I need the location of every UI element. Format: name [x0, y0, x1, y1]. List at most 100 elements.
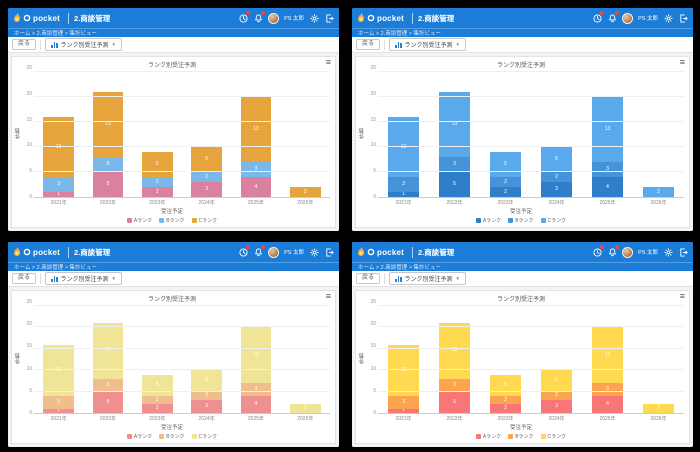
- history-clock-icon[interactable]: [592, 11, 605, 23]
- bar-segment[interactable]: 2: [642, 404, 675, 413]
- breadcrumb[interactable]: ホーム > 2.商談管理 > 集計ビュー: [352, 28, 693, 37]
- bar-segment[interactable]: 2: [191, 172, 222, 182]
- legend-item[interactable]: Aランク: [126, 433, 152, 440]
- breadcrumb[interactable]: ホーム > 2.商談管理 > 集計ビュー: [352, 262, 693, 271]
- stacked-bar[interactable]: 5 3 13: [438, 72, 471, 197]
- legend-item[interactable]: Cランク: [191, 217, 217, 224]
- bar-segment[interactable]: 2: [489, 395, 522, 405]
- bar-segment[interactable]: 5: [489, 152, 522, 177]
- bar-segment[interactable]: 2: [290, 187, 321, 197]
- bar-segment[interactable]: 5: [438, 391, 471, 413]
- bell-icon[interactable]: [253, 11, 266, 23]
- bar-segment[interactable]: 3: [387, 177, 420, 192]
- view-select-dropdown[interactable]: ランク別受注予測 ▼: [389, 272, 466, 285]
- bar-segment[interactable]: 5: [540, 147, 573, 172]
- stacked-bar[interactable]: 2: [290, 72, 321, 197]
- bar-segment[interactable]: 2: [540, 172, 573, 182]
- bar-segment[interactable]: 13: [92, 92, 124, 157]
- legend-item[interactable]: Cランク: [540, 433, 566, 440]
- chart-menu-icon[interactable]: ≡: [325, 291, 331, 301]
- history-clock-icon[interactable]: [238, 11, 251, 23]
- logout-icon[interactable]: [678, 247, 688, 257]
- stacked-bar[interactable]: 1312: [43, 72, 74, 197]
- bar-segment[interactable]: 1: [387, 192, 420, 197]
- bar-segment[interactable]: 13: [438, 92, 471, 157]
- bar-segment[interactable]: 3: [43, 177, 74, 192]
- bar-segment[interactable]: 2: [142, 404, 173, 413]
- bar-segment[interactable]: 12: [387, 344, 420, 396]
- bar-segment[interactable]: 3: [240, 162, 272, 177]
- bar-segment[interactable]: 1: [43, 192, 74, 197]
- bar-segment[interactable]: 5: [438, 172, 471, 197]
- breadcrumb[interactable]: ホーム > 2.商談管理 > 集計ビュー: [8, 262, 339, 271]
- history-clock-icon[interactable]: [238, 245, 251, 257]
- bar-segment[interactable]: 13: [240, 97, 272, 162]
- chart-menu-icon[interactable]: ≡: [325, 57, 331, 67]
- stacked-bar[interactable]: 2: [290, 306, 321, 413]
- bar-segment[interactable]: 3: [92, 378, 124, 392]
- bar-segment[interactable]: 3: [191, 400, 222, 413]
- bar-segment[interactable]: 4: [591, 395, 624, 413]
- bar-segment[interactable]: 13: [438, 323, 471, 379]
- view-select-dropdown[interactable]: ランク別受注予測 ▼: [45, 38, 122, 51]
- bar-segment[interactable]: 1: [387, 408, 420, 413]
- bar-segment[interactable]: 2: [642, 187, 675, 197]
- legend-item[interactable]: Cランク: [191, 433, 217, 440]
- bar-segment[interactable]: 5: [92, 391, 124, 413]
- bar-segment[interactable]: 2: [489, 177, 522, 187]
- bar-segment[interactable]: 1: [43, 408, 74, 413]
- bar-segment[interactable]: 5: [191, 147, 222, 172]
- bar-segment[interactable]: 3: [438, 157, 471, 172]
- bar-segment[interactable]: 3: [591, 162, 624, 177]
- user-avatar[interactable]: [268, 12, 280, 24]
- bar-segment[interactable]: 3: [387, 395, 420, 409]
- bar-segment[interactable]: 12: [43, 117, 74, 177]
- back-button[interactable]: 戻る: [12, 38, 37, 51]
- bar-segment[interactable]: 2: [540, 391, 573, 401]
- bar-segment[interactable]: 3: [43, 395, 74, 409]
- bar-segment[interactable]: 3: [540, 182, 573, 197]
- settings-gear-icon[interactable]: [309, 247, 319, 257]
- settings-gear-icon[interactable]: [663, 247, 673, 257]
- back-button[interactable]: 戻る: [12, 272, 37, 285]
- stacked-bar[interactable]: 1312: [387, 72, 420, 197]
- stacked-bar[interactable]: 1312: [43, 306, 74, 413]
- legend-item[interactable]: Bランク: [159, 433, 185, 440]
- user-avatar[interactable]: [622, 246, 634, 258]
- bar-segment[interactable]: 13: [591, 327, 624, 384]
- bell-icon[interactable]: [607, 11, 620, 23]
- bar-segment[interactable]: 13: [240, 327, 272, 384]
- back-button[interactable]: 戻る: [356, 272, 381, 285]
- legend-item[interactable]: Bランク: [159, 217, 185, 224]
- bar-segment[interactable]: 12: [43, 344, 74, 396]
- bar-segment[interactable]: 2: [489, 404, 522, 413]
- bar-segment[interactable]: 4: [240, 177, 272, 197]
- bar-segment[interactable]: 3: [540, 400, 573, 413]
- bar-segment[interactable]: 3: [438, 378, 471, 392]
- history-clock-icon[interactable]: [592, 245, 605, 257]
- chart-menu-icon[interactable]: ≡: [679, 57, 685, 67]
- bar-segment[interactable]: 5: [142, 152, 173, 177]
- legend-item[interactable]: Bランク: [508, 433, 534, 440]
- legend-item[interactable]: Aランク: [126, 217, 152, 224]
- settings-gear-icon[interactable]: [309, 13, 319, 23]
- stacked-bar[interactable]: 5 3 13: [92, 306, 124, 413]
- bar-segment[interactable]: 3: [591, 383, 624, 396]
- stacked-bar[interactable]: 4 3 13: [591, 72, 624, 197]
- stacked-bar[interactable]: 1312: [387, 306, 420, 413]
- back-button[interactable]: 戻る: [356, 38, 381, 51]
- chart-menu-icon[interactable]: ≡: [679, 291, 685, 301]
- bar-segment[interactable]: 5: [142, 374, 173, 396]
- legend-item[interactable]: Bランク: [508, 217, 534, 224]
- brand-logo[interactable]: pocket: [357, 13, 404, 23]
- brand-logo[interactable]: pocket: [13, 13, 60, 23]
- bar-segment[interactable]: 2: [142, 187, 173, 197]
- settings-gear-icon[interactable]: [663, 13, 673, 23]
